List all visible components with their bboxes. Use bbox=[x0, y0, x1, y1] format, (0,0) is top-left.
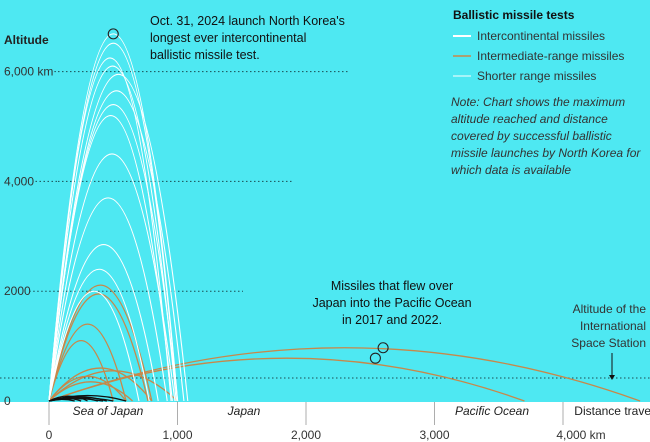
record-annotation-line-1: Oct. 31, 2024 launch North Korea's bbox=[150, 14, 345, 28]
highlight-point bbox=[377, 342, 389, 354]
irbm-arc bbox=[48, 339, 114, 402]
gridlines bbox=[0, 71, 650, 379]
overflight-annotation-line-3: in 2017 and 2022. bbox=[342, 313, 442, 327]
iss-label-line-1: Altitude of the bbox=[573, 302, 647, 316]
irbm-arc bbox=[48, 347, 641, 402]
icbm-arc bbox=[48, 197, 168, 402]
note-line-5: which data is available bbox=[451, 163, 571, 177]
region-sea-of-japan: Sea of Japan bbox=[73, 404, 144, 418]
highlight-point bbox=[369, 352, 381, 364]
x-tick-label: 2,000 bbox=[291, 428, 321, 442]
y-tick-labels: 0 2000 4,000 6,000 km bbox=[4, 65, 58, 408]
region-pacific-ocean: Pacific Ocean bbox=[455, 404, 529, 418]
srbm-arc bbox=[48, 397, 114, 402]
icbm-arc bbox=[48, 42, 179, 402]
overflight-annotation: Missiles that flew over Japan into the P… bbox=[312, 279, 471, 327]
x-tick-label: 3,000 bbox=[419, 428, 449, 442]
overflight-annotation-line-2: Japan into the Pacific Ocean bbox=[312, 296, 471, 310]
icbm-arc bbox=[48, 290, 140, 402]
iss-arrowhead bbox=[609, 375, 615, 380]
x-axis-label: Distance travelled bbox=[574, 404, 650, 418]
record-annotation-line-2: longest ever intercontinental bbox=[150, 31, 306, 45]
y-tick-label: 6,000 km bbox=[4, 65, 53, 79]
note-line-1: Note: Chart shows the maximum bbox=[451, 95, 625, 109]
x-tick-label: 0 bbox=[46, 428, 53, 442]
irbm-arc bbox=[48, 375, 127, 402]
bottom-band bbox=[0, 402, 650, 442]
legend-item-icbm: Intercontinental missiles bbox=[477, 29, 605, 43]
legend-item-srbm: Shorter range missiles bbox=[477, 69, 596, 83]
irbm-arc bbox=[48, 293, 149, 402]
icbm-arc bbox=[48, 115, 173, 402]
note-line-2: altitude reached and distance bbox=[451, 112, 608, 126]
chart-note: Note: Chart shows the maximum altitude r… bbox=[451, 95, 641, 177]
record-annotation: Oct. 31, 2024 launch North Korea's longe… bbox=[150, 14, 345, 62]
record-annotation-line-3: ballistic missile test. bbox=[150, 48, 260, 62]
note-line-3: covered by successful ballistic bbox=[451, 129, 612, 143]
iss-label-line-3: Space Station bbox=[571, 336, 646, 350]
irbm-arc bbox=[48, 357, 525, 402]
x-tick-labels: 0 1,000 2,000 3,000 4,000 km bbox=[46, 402, 606, 442]
legend-item-irbm: Intermediate-range missiles bbox=[477, 49, 624, 63]
highlight-points bbox=[107, 28, 389, 364]
x-tick-label: 4,000 km bbox=[556, 428, 605, 442]
highlight-point bbox=[107, 28, 119, 40]
region-japan: Japan bbox=[227, 404, 261, 418]
irbm-arc bbox=[48, 323, 127, 402]
irbm-arc bbox=[48, 370, 178, 402]
iss-label-line-2: International bbox=[580, 319, 646, 333]
x-tick-label: 1,000 bbox=[162, 428, 192, 442]
icbm-arc bbox=[48, 153, 176, 402]
icbm-arc bbox=[48, 268, 150, 402]
y-tick-label: 4,000 bbox=[4, 174, 34, 188]
legend: Ballistic missile tests Intercontinental… bbox=[453, 8, 624, 83]
icbm-arc bbox=[48, 33, 179, 402]
y-tick-label: 0 bbox=[4, 394, 11, 408]
icbm-arc bbox=[48, 65, 177, 402]
overflight-annotation-line-1: Missiles that flew over bbox=[331, 279, 453, 293]
icbm-arc bbox=[48, 74, 189, 402]
iss-label: Altitude of the International Space Stat… bbox=[571, 302, 646, 380]
irbm-arc bbox=[48, 381, 133, 402]
note-line-4: missile launches by North Korea for bbox=[451, 146, 641, 160]
missile-arcs bbox=[48, 33, 641, 402]
y-axis-label: Altitude bbox=[4, 33, 49, 47]
y-tick-label: 2000 bbox=[4, 284, 31, 298]
icbm-arc bbox=[48, 244, 159, 402]
legend-title: Ballistic missile tests bbox=[453, 8, 575, 22]
